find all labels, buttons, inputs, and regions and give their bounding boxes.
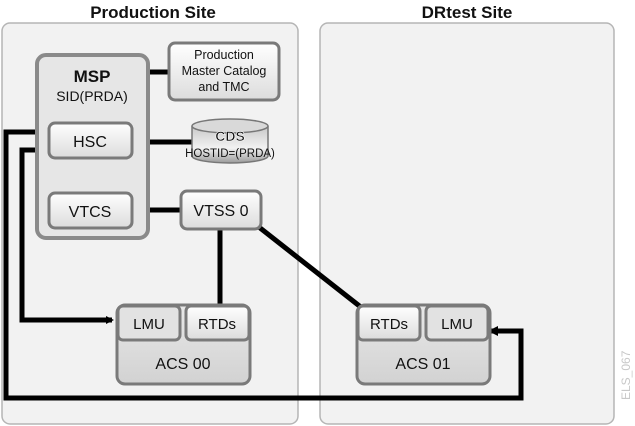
- production-site-title: Production Site: [90, 3, 216, 22]
- acs00-rtds: [184, 304, 251, 342]
- hsc-box: HSC: [47, 121, 134, 160]
- vtss-acs01-link: [253, 222, 364, 310]
- acs00-box: LMU RTDs ACS 00: [115, 303, 252, 386]
- acs01-lmu: [424, 304, 490, 342]
- hsc-acs01-lmu-link: [3, 128, 524, 401]
- drtest-site-title: DRtest Site: [422, 3, 513, 22]
- acs01-rtds-label: RTDs: [370, 316, 408, 333]
- acs01-lmu-label: LMU: [441, 316, 473, 333]
- acs01-box: RTDs LMU ACS 01: [355, 303, 492, 386]
- vtss0-box: VTSS 0: [179, 189, 263, 231]
- acs00-lmu-label: LMU: [133, 316, 165, 333]
- acs00-label: ACS 00: [155, 356, 210, 373]
- connectors: [3, 69, 524, 401]
- acs01-rtds: [356, 304, 422, 342]
- cds-hostid: HOSTID=(PRDA): [185, 148, 275, 160]
- catalog-line3: and TMC: [198, 80, 249, 94]
- arrowhead-icon: [488, 326, 498, 336]
- watermark: ELS_067: [619, 350, 633, 400]
- vtcs-label: VTCS: [69, 204, 112, 221]
- acs00-lmu: [116, 304, 182, 342]
- catalog-line2: Master Catalog: [182, 64, 267, 78]
- msp-subtitle: SID(PRDA): [56, 88, 128, 104]
- acs01-label: ACS 01: [395, 356, 450, 373]
- hsc-acs00-lmu-link: [19, 147, 114, 324]
- cds-label: CDS: [215, 128, 245, 144]
- hsc-label: HSC: [73, 134, 107, 151]
- catalog-line1: Production: [194, 48, 254, 62]
- vtcs-box: VTCS: [47, 191, 134, 230]
- msp-title: MSP: [74, 67, 111, 86]
- cds-database-icon: CDS HOSTID=(PRDA): [185, 118, 275, 164]
- catalog-box: Production Master Catalog and TMC: [167, 41, 281, 102]
- vtss0-label: VTSS 0: [193, 203, 248, 220]
- acs00-rtds-label: RTDs: [198, 316, 236, 333]
